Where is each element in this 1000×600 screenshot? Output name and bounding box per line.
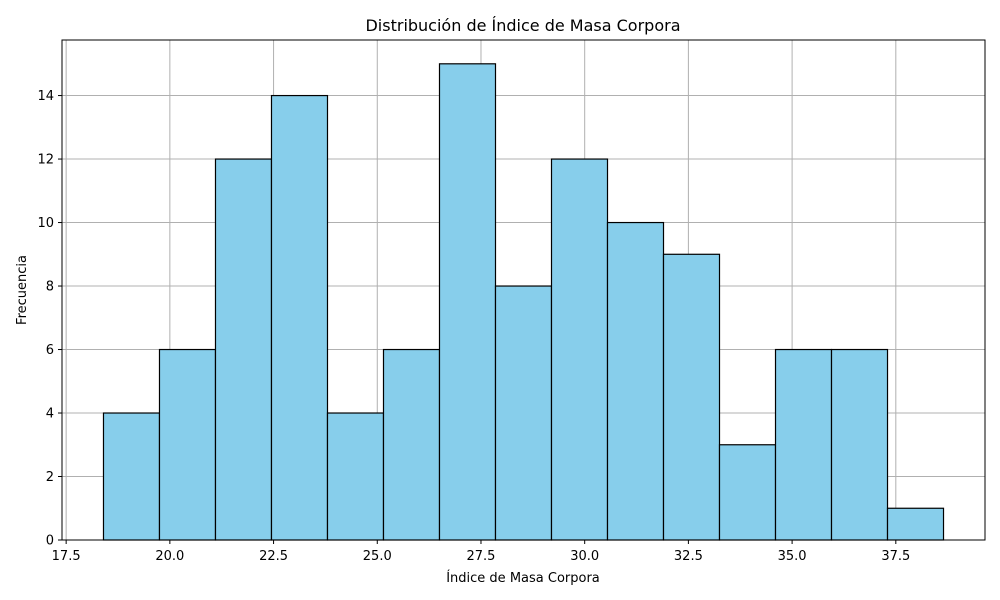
histogram-bar-3 bbox=[214, 158, 273, 541]
x-tick-label: 37.5 bbox=[881, 549, 910, 564]
histogram-bar-1 bbox=[102, 412, 161, 541]
histogram-bar-10 bbox=[606, 221, 665, 541]
x-tick-label: 27.5 bbox=[467, 549, 496, 564]
histogram-bar-15 bbox=[886, 507, 945, 541]
y-tick-label: 12 bbox=[37, 153, 54, 168]
y-tick-label: 2 bbox=[46, 470, 54, 485]
x-tick-label: 20.0 bbox=[155, 549, 184, 564]
plot-frame bbox=[61, 39, 986, 541]
y-tick-label: 8 bbox=[46, 280, 54, 295]
histogram-bar-13 bbox=[774, 348, 833, 541]
x-tick-label: 22.5 bbox=[259, 549, 288, 564]
x-tick-label: 25.0 bbox=[363, 549, 392, 564]
x-tick-label: 35.0 bbox=[778, 549, 807, 564]
histogram-bar-7 bbox=[438, 63, 497, 541]
histogram-bar-5 bbox=[326, 412, 385, 541]
histogram-bar-8 bbox=[494, 285, 553, 541]
y-tick-label: 10 bbox=[37, 216, 54, 231]
y-tick-label: 4 bbox=[46, 407, 54, 422]
y-tick-label: 0 bbox=[46, 534, 54, 549]
x-axis-title: Índice de Masa Corpora bbox=[446, 570, 600, 586]
x-tick-label: 32.5 bbox=[674, 549, 703, 564]
histogram-bar-2 bbox=[158, 348, 217, 541]
x-tick-label: 17.5 bbox=[52, 549, 81, 564]
histogram-bar-4 bbox=[270, 94, 329, 541]
histogram-bar-6 bbox=[382, 348, 441, 541]
chart-title: Distribución de Índice de Masa Corpora bbox=[365, 16, 680, 35]
bars-group bbox=[102, 63, 945, 541]
y-tick-label: 6 bbox=[46, 343, 54, 358]
y-tick-label: 14 bbox=[37, 89, 54, 104]
x-axis-ticks: 17.5 20.0 22.5 25.0 27.5 30.0 32.5 35.0 37.5 bbox=[52, 540, 910, 564]
x-tick-label: 30.0 bbox=[570, 549, 599, 564]
histogram-bar-14 bbox=[830, 348, 889, 541]
y-axis-title: Frecuencia bbox=[15, 255, 30, 325]
histogram-bar-11 bbox=[662, 253, 721, 541]
histogram-bar-12 bbox=[718, 444, 777, 541]
histogram-bar-9 bbox=[550, 158, 609, 541]
y-axis-ticks: 0 2 4 6 8 10 12 14 bbox=[37, 89, 62, 549]
